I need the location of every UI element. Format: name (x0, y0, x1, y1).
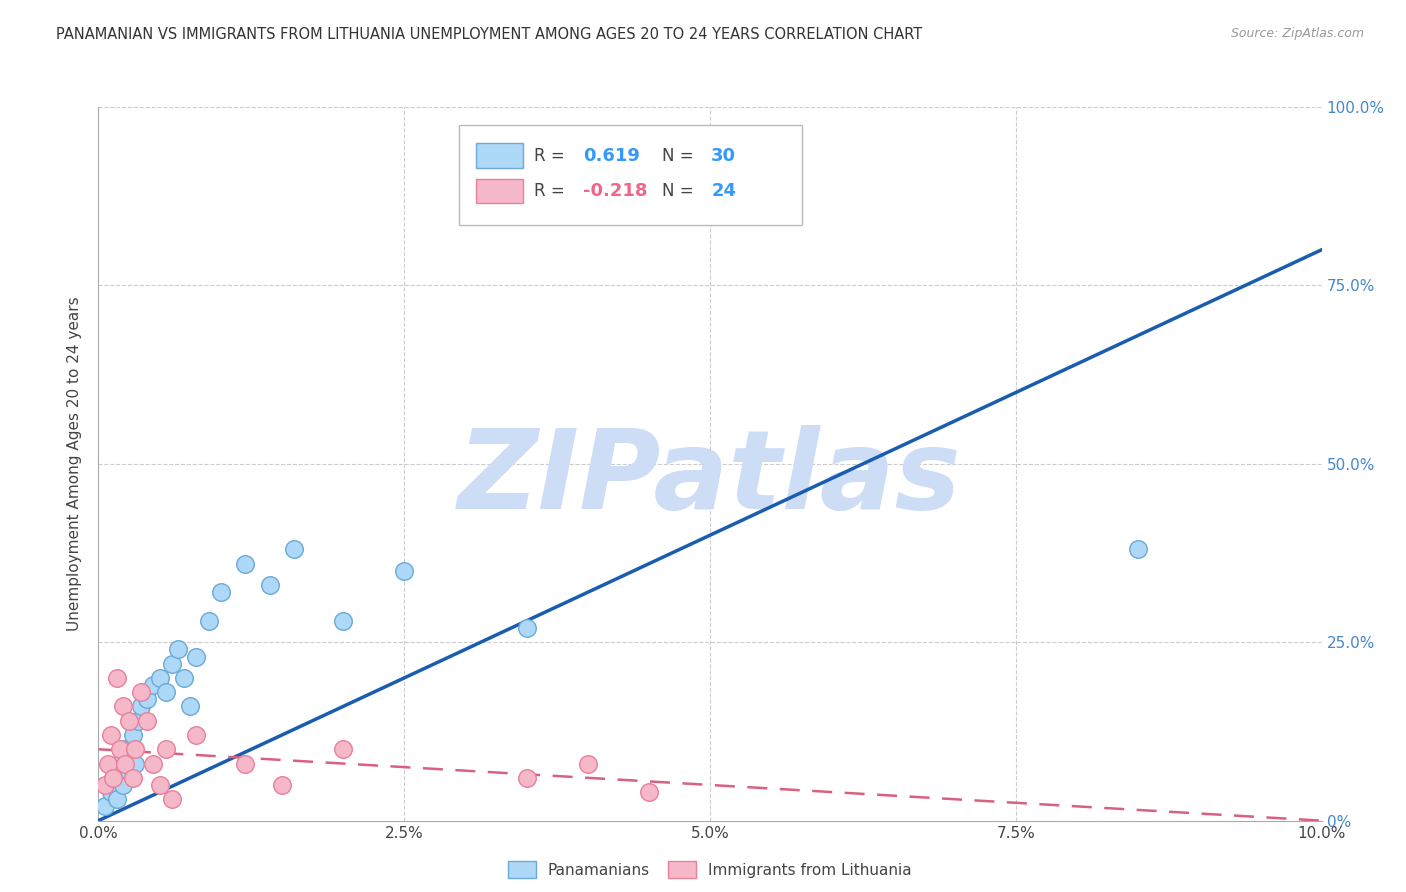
Point (121, 771, 143, 785)
Text: 24: 24 (711, 182, 737, 200)
Point (127, 714, 149, 728)
Text: R =: R = (534, 146, 569, 164)
Point (105, 671, 128, 685)
Point (110, 756, 132, 771)
Text: ZIPatlas: ZIPatlas (458, 425, 962, 532)
Point (332, 742, 354, 756)
Point (209, 585, 232, 599)
Point (332, 614, 354, 628)
Text: 0.619: 0.619 (583, 146, 640, 164)
Text: N =: N = (662, 182, 699, 200)
Point (283, 542, 305, 557)
Text: N =: N = (662, 146, 699, 164)
Point (101, 771, 124, 785)
Point (160, 792, 183, 806)
Point (105, 792, 128, 806)
Point (118, 714, 141, 728)
Point (129, 685, 152, 699)
Text: Source: ZipAtlas.com: Source: ZipAtlas.com (1230, 27, 1364, 40)
Point (100, 728, 122, 742)
Text: R =: R = (534, 182, 569, 200)
Point (93, 799, 115, 814)
Text: PANAMANIAN VS IMMIGRANTS FROM LITHUANIA UNEMPLOYMENT AMONG AGES 20 TO 24 YEARS C: PANAMANIAN VS IMMIGRANTS FROM LITHUANIA … (56, 27, 922, 42)
Point (186, 728, 208, 742)
Point (142, 678, 165, 692)
Point (136, 714, 159, 728)
Point (118, 764, 141, 778)
Point (101, 771, 124, 785)
Point (149, 778, 172, 792)
Point (136, 692, 159, 706)
Point (233, 756, 256, 771)
Point (155, 685, 177, 699)
Point (173, 671, 195, 685)
Point (110, 742, 132, 756)
Point (114, 742, 136, 756)
Point (1128, 542, 1150, 557)
Point (233, 557, 256, 571)
FancyBboxPatch shape (477, 179, 523, 203)
Legend: Panamanians, Immigrants from Lithuania: Panamanians, Immigrants from Lithuania (502, 855, 918, 884)
Point (160, 657, 183, 671)
Point (186, 649, 208, 664)
Point (516, 771, 538, 785)
FancyBboxPatch shape (460, 125, 801, 225)
Point (111, 778, 134, 792)
Point (93, 778, 115, 792)
Point (197, 614, 219, 628)
Point (270, 778, 294, 792)
Point (121, 728, 143, 742)
Point (97, 756, 120, 771)
Point (259, 578, 281, 592)
Point (129, 699, 152, 714)
Point (149, 671, 172, 685)
Y-axis label: Unemployment Among Ages 20 to 24 years: Unemployment Among Ages 20 to 24 years (67, 296, 83, 632)
Text: 30: 30 (711, 146, 737, 164)
Point (114, 756, 136, 771)
Point (167, 642, 190, 657)
Point (392, 564, 416, 578)
Point (516, 621, 538, 635)
Point (638, 785, 661, 799)
Point (179, 699, 201, 714)
Point (111, 699, 134, 714)
FancyBboxPatch shape (477, 144, 523, 168)
Point (142, 756, 165, 771)
Point (124, 756, 146, 771)
Point (100, 785, 122, 799)
Point (155, 742, 177, 756)
Point (124, 742, 146, 756)
Text: -0.218: -0.218 (583, 182, 647, 200)
Point (576, 756, 599, 771)
